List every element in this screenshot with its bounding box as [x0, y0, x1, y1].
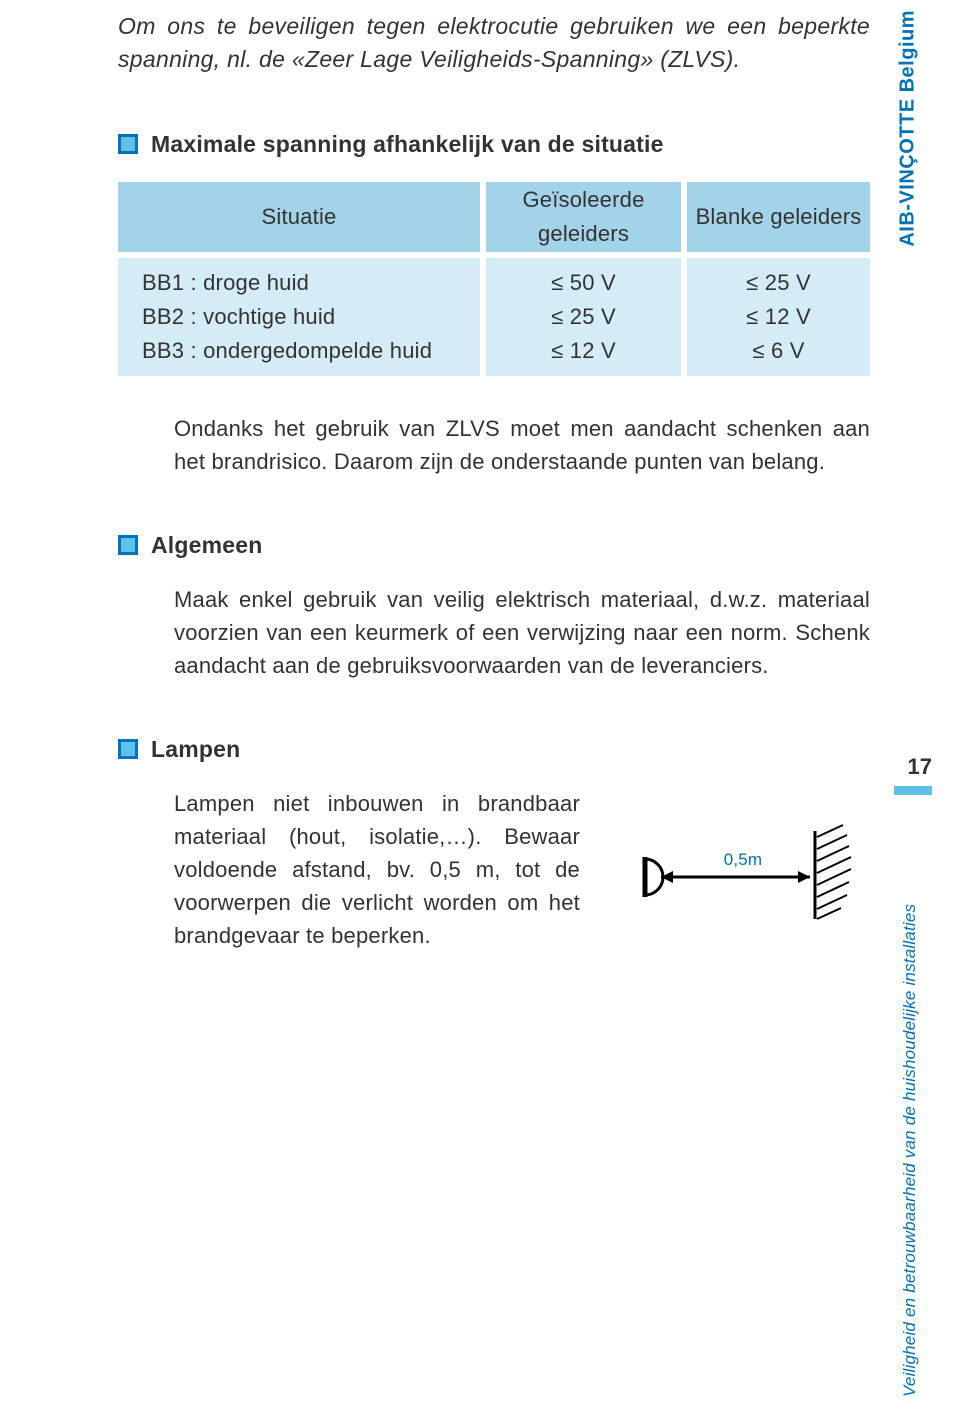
voltage-table: Situatie Geïsoleerde geleiders Blanke ge…: [118, 182, 870, 376]
square-bullet-icon: [118, 134, 138, 154]
lamp-distance-diagram: 0,5m: [620, 787, 870, 952]
table-header-cell: Blanke geleiders: [687, 182, 870, 252]
brand-vertical-label: AIB-VINÇOTTE Belgium: [897, 10, 920, 247]
footer-vertical-label: Veiligheid en betrouwbaarheid van de hui…: [900, 904, 920, 1397]
section-title: Algemeen: [151, 532, 263, 559]
square-bullet-icon: [118, 535, 138, 555]
note-paragraph: Ondanks het gebruik van ZLVS moet men aa…: [118, 412, 870, 478]
intro-paragraph: Om ons te beveiligen tegen elektrocutie …: [118, 10, 870, 77]
algemeen-paragraph: Maak enkel gebruik van veilig elektrisch…: [118, 583, 870, 682]
lampen-paragraph: Lampen niet inbouwen in brandbaar materi…: [174, 787, 620, 952]
section-heading-lampen: Lampen: [118, 736, 870, 763]
svg-text:0,5m: 0,5m: [724, 850, 763, 869]
table-header-cell: Situatie: [118, 182, 480, 252]
section-title: Maximale spanning afhankelijk van de sit…: [151, 131, 664, 158]
table-cell: BB1 : droge huid BB2 : vochtige huid BB3…: [118, 258, 480, 376]
table-header-cell: Geïsoleerde geleiders: [486, 182, 681, 252]
square-bullet-icon: [118, 739, 138, 759]
table-cell: ≤ 50 V ≤ 25 V ≤ 12 V: [486, 258, 681, 376]
table-row: BB1 : droge huid BB2 : vochtige huid BB3…: [118, 258, 870, 376]
section-title: Lampen: [151, 736, 240, 763]
table-header-row: Situatie Geïsoleerde geleiders Blanke ge…: [118, 182, 870, 252]
page-number: 17: [894, 754, 932, 780]
page-number-accent: [894, 786, 932, 795]
table-cell: ≤ 25 V ≤ 12 V ≤ 6 V: [687, 258, 870, 376]
section-heading-maximale: Maximale spanning afhankelijk van de sit…: [118, 131, 870, 158]
section-heading-algemeen: Algemeen: [118, 532, 870, 559]
page-number-block: 17: [894, 754, 932, 795]
